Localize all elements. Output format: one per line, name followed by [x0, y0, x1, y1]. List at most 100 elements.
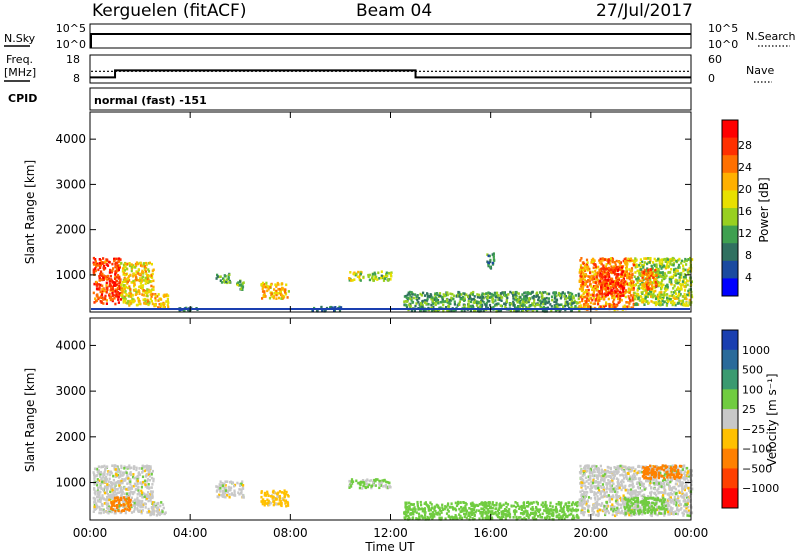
data-cell — [512, 516, 515, 519]
data-cell — [130, 496, 133, 500]
data-cell — [622, 465, 625, 468]
data-cell — [628, 282, 631, 285]
data-cell — [389, 274, 393, 278]
data-cell — [669, 262, 672, 265]
data-cell — [628, 283, 631, 287]
data-cell — [381, 485, 385, 488]
data-cell — [506, 514, 509, 518]
data-cell — [630, 285, 633, 289]
data-cell — [622, 290, 625, 293]
data-cell — [141, 276, 144, 280]
data-cell — [127, 496, 130, 500]
data-cell — [666, 283, 669, 287]
data-cell — [686, 279, 689, 282]
data-cell — [408, 290, 412, 294]
data-cell — [666, 298, 669, 301]
data-cell — [384, 277, 387, 280]
data-cell — [664, 289, 667, 292]
data-cell — [127, 486, 130, 489]
data-cell — [159, 504, 162, 508]
data-cell — [582, 272, 585, 275]
data-cell — [504, 513, 508, 516]
data-cell — [264, 500, 267, 503]
data-cell — [106, 258, 109, 262]
data-cell — [616, 289, 619, 293]
data-cell — [597, 300, 600, 304]
data-cell — [113, 493, 116, 497]
data-cell — [666, 263, 669, 266]
data-cell — [555, 298, 559, 302]
data-cell — [680, 288, 683, 291]
data-cell — [588, 267, 591, 271]
data-cell — [135, 484, 138, 488]
data-cell — [639, 268, 642, 271]
data-cell — [99, 475, 102, 478]
data-cell — [666, 296, 669, 300]
data-cell — [101, 272, 104, 276]
data-cell — [500, 515, 504, 519]
data-cell — [128, 505, 131, 509]
data-cell — [656, 302, 659, 306]
data-cell — [465, 503, 468, 506]
data-cell — [597, 293, 600, 297]
data-cell — [112, 290, 115, 293]
data-cell — [666, 286, 669, 289]
data-cell — [670, 275, 673, 279]
data-cell — [563, 295, 566, 298]
data-cell — [611, 513, 614, 517]
data-cell — [148, 290, 151, 293]
data-cell — [598, 290, 601, 293]
data-cell — [586, 261, 589, 264]
data-cell — [118, 484, 121, 487]
data-cell — [600, 285, 603, 289]
data-cell — [164, 511, 167, 514]
data-cell — [434, 303, 437, 306]
data-cell — [491, 511, 494, 514]
data-cell — [513, 298, 516, 301]
data-cell — [675, 259, 678, 263]
data-cell — [650, 295, 653, 298]
data-cell — [668, 493, 671, 497]
data-cell — [543, 509, 546, 512]
data-cell — [438, 518, 441, 521]
data-cell — [607, 479, 610, 482]
data-cell — [487, 291, 490, 294]
data-cell — [635, 292, 638, 296]
data-cell — [503, 302, 506, 305]
data-cell — [589, 305, 592, 309]
data-cell — [140, 510, 143, 513]
data-cell — [577, 306, 580, 310]
data-cell — [656, 480, 659, 484]
data-cell — [430, 303, 433, 307]
data-cell — [108, 508, 111, 511]
data-cell — [512, 291, 515, 294]
data-cell — [96, 293, 99, 296]
data-cell — [368, 479, 371, 483]
data-cell — [491, 501, 494, 504]
data-cell — [683, 289, 687, 292]
data-cell — [645, 269, 648, 272]
data-cell — [592, 477, 595, 481]
data-cell — [638, 299, 641, 302]
data-cell — [117, 301, 120, 304]
data-cell — [633, 262, 636, 265]
data-cell — [656, 276, 659, 280]
data-cell — [620, 298, 623, 302]
data-cell — [122, 289, 125, 292]
data-cell — [488, 518, 491, 521]
data-cell — [645, 283, 648, 286]
data-cell — [688, 301, 691, 304]
data-cell — [467, 297, 470, 300]
data-cell — [614, 466, 617, 470]
data-cell — [353, 278, 356, 281]
data-cell — [613, 306, 617, 309]
data-cell — [482, 510, 485, 514]
data-cell — [597, 514, 600, 518]
data-cell — [282, 498, 285, 502]
data-cell — [655, 285, 658, 288]
data-cell — [133, 490, 136, 494]
data-cell — [115, 279, 118, 283]
data-cell — [126, 508, 129, 511]
data-cell — [629, 466, 633, 470]
data-cell — [563, 517, 566, 521]
